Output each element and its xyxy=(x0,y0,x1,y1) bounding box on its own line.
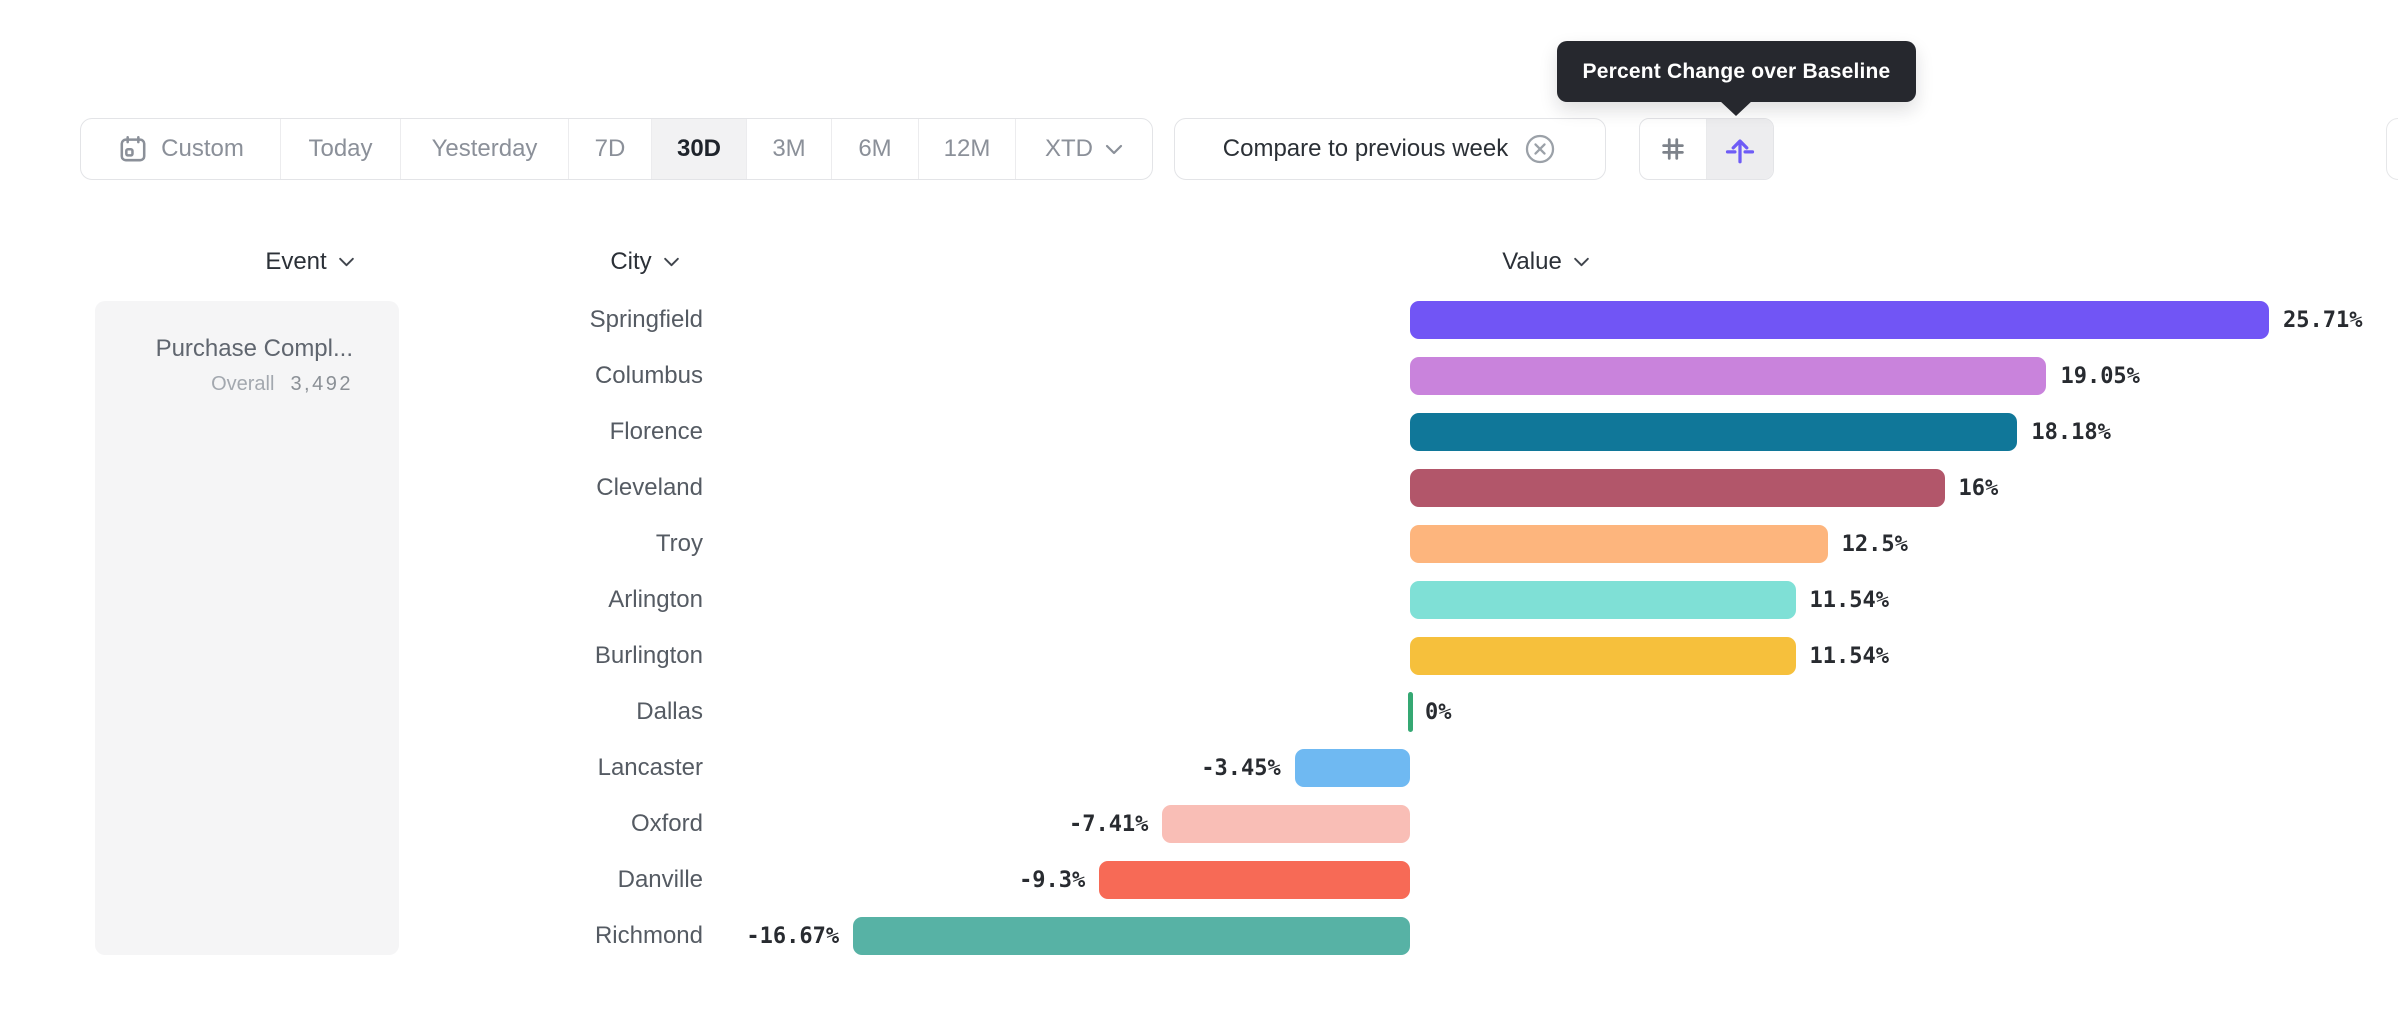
value-label: -7.41% xyxy=(1068,812,1149,837)
chart-row: Florence 18.18% xyxy=(0,404,2398,460)
time-range-today[interactable]: Today xyxy=(281,119,401,179)
edge-clipped-button[interactable] xyxy=(2386,118,2398,180)
value-bar[interactable] xyxy=(1410,637,1796,675)
calendar-icon xyxy=(117,133,149,165)
value-label: 12.5% xyxy=(1841,532,1908,557)
value-bar[interactable] xyxy=(1099,861,1410,899)
time-range-3m[interactable]: 3M xyxy=(747,119,832,179)
bar-chart: Springfield 25.71% Columbus 19.05% Florence 1… xyxy=(0,292,2398,972)
time-range-12m[interactable]: 12M xyxy=(919,119,1016,179)
city-label: Florence xyxy=(609,418,703,445)
chevron-down-icon xyxy=(1573,257,1590,267)
time-range-label: Custom xyxy=(161,135,244,162)
value-bar[interactable] xyxy=(853,917,1410,955)
chart-row: Arlington 11.54% xyxy=(0,572,2398,628)
time-range-custom[interactable]: Custom xyxy=(81,119,281,179)
chart-row: Oxford -7.41% xyxy=(0,796,2398,852)
city-label: Arlington xyxy=(608,586,703,613)
time-range-label: Yesterday xyxy=(431,135,538,162)
value-label: -16.67% xyxy=(746,924,840,949)
chevron-down-icon xyxy=(663,257,680,267)
chart-row: Springfield 25.71% xyxy=(0,292,2398,348)
event-title: Purchase Compl... xyxy=(155,335,353,362)
column-header-label: City xyxy=(610,248,652,275)
chart-row: Richmond -16.67% xyxy=(0,908,2398,964)
time-range-label: Today xyxy=(308,135,373,162)
time-range-30d[interactable]: 30D xyxy=(652,119,747,179)
time-range-7d[interactable]: 7D xyxy=(569,119,652,179)
value-label: -9.3% xyxy=(1019,868,1086,893)
city-label: Richmond xyxy=(594,922,703,949)
time-range-label: 12M xyxy=(943,135,991,162)
hash-icon xyxy=(1658,134,1688,164)
compare-chip-label: Compare to previous week xyxy=(1222,135,1509,162)
value-label: 18.18% xyxy=(2031,420,2111,445)
tooltip-text: Percent Change over Baseline xyxy=(1582,59,1891,83)
column-header-event[interactable]: Event xyxy=(225,240,395,284)
time-range-label: 3M xyxy=(772,135,806,162)
column-header-value[interactable]: Value xyxy=(1461,240,1631,284)
time-range-label: XTD xyxy=(1045,135,1093,162)
time-range-label: 7D xyxy=(594,135,626,162)
value-bar[interactable] xyxy=(1410,413,2018,451)
value-label: 19.05% xyxy=(2060,364,2140,389)
city-label: Springfield xyxy=(589,306,703,333)
time-range-label: 30D xyxy=(676,135,722,162)
city-label: Lancaster xyxy=(597,754,703,781)
value-label: 11.54% xyxy=(1809,644,1890,669)
value-bar[interactable] xyxy=(1410,581,1796,619)
value-bar[interactable] xyxy=(1410,357,2047,395)
value-bar[interactable] xyxy=(1410,525,1828,563)
column-header-label: Value xyxy=(1502,248,1562,275)
overall-label: Overall xyxy=(211,373,275,395)
compare-chip[interactable]: Compare to previous week xyxy=(1174,118,1606,180)
percent-change-icon xyxy=(1723,132,1757,166)
value-bar[interactable] xyxy=(1410,301,2269,339)
value-bar[interactable] xyxy=(1410,469,1945,507)
value-label: 16% xyxy=(1958,476,1999,501)
column-header-label: Event xyxy=(265,248,327,275)
chart-row: Troy 12.5% xyxy=(0,516,2398,572)
tooltip-arrow xyxy=(1719,100,1753,116)
value-bar[interactable] xyxy=(1408,692,1413,732)
value-bar[interactable] xyxy=(1294,749,1410,787)
chart-row: Dallas 0% xyxy=(0,684,2398,740)
value-label: 0% xyxy=(1425,700,1452,725)
value-label: 11.54% xyxy=(1809,588,1890,613)
city-label: Columbus xyxy=(594,362,703,389)
overall-value: 3,492 xyxy=(290,373,353,395)
chart-row: Cleveland 16% xyxy=(0,460,2398,516)
city-label: Oxford xyxy=(630,810,703,837)
city-label: Troy xyxy=(655,530,703,557)
time-range-xtd[interactable]: XTD xyxy=(1016,119,1152,179)
time-range-yesterday[interactable]: Yesterday xyxy=(401,119,569,179)
value-bar[interactable] xyxy=(1162,805,1410,843)
chart-row: Burlington 11.54% xyxy=(0,628,2398,684)
event-card[interactable]: Purchase Compl... Overall 3,492 xyxy=(95,301,399,955)
chevron-down-icon xyxy=(1105,144,1123,155)
absolute-numbers-toggle[interactable] xyxy=(1640,119,1707,179)
city-label: Cleveland xyxy=(596,474,703,501)
date-range-control: Custom Today Yesterday 7D 30D 3M 6M 12M … xyxy=(80,118,1153,180)
time-range-6m[interactable]: 6M xyxy=(832,119,919,179)
remove-circle-icon[interactable] xyxy=(1523,132,1557,166)
city-label: Burlington xyxy=(594,642,703,669)
view-toggle-group xyxy=(1639,118,1774,180)
chart-row: Columbus 19.05% xyxy=(0,348,2398,404)
city-label: Dallas xyxy=(636,698,703,725)
value-label: 25.71% xyxy=(2282,308,2363,333)
chart-row: Danville -9.3% xyxy=(0,852,2398,908)
time-range-label: 6M xyxy=(858,135,892,162)
value-label: -3.45% xyxy=(1201,756,1281,781)
event-overall: Overall 3,492 xyxy=(95,373,353,396)
chevron-down-icon xyxy=(338,257,355,267)
tooltip: Percent Change over Baseline xyxy=(1557,41,1916,102)
city-label: Danville xyxy=(617,866,703,893)
percent-change-toggle[interactable] xyxy=(1707,119,1773,179)
column-header-city[interactable]: City xyxy=(560,240,730,284)
chart-row: Lancaster -3.45% xyxy=(0,740,2398,796)
